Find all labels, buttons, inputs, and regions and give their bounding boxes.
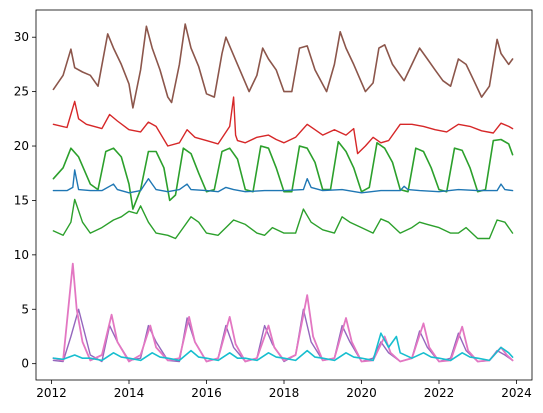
y-tick-label: 25 [14, 85, 29, 99]
y-tick-label: 15 [14, 193, 29, 207]
y-tick-label: 0 [21, 357, 29, 371]
series-line-4 [52, 169, 514, 194]
series-line-2 [52, 96, 514, 155]
y-tick-label: 5 [21, 302, 29, 316]
x-tick-label: 2018 [269, 386, 300, 400]
x-tick-label: 2022 [424, 386, 455, 400]
y-tick-label: 30 [14, 30, 29, 44]
y-tick-label: 10 [14, 248, 29, 262]
axes-frame [35, 9, 533, 381]
y-axis-ticks: 0 5 10 15 20 25 30 [14, 30, 36, 371]
series-line-7 [52, 262, 514, 363]
y-tick-label: 20 [14, 139, 29, 153]
x-tick-label: 2024 [501, 386, 532, 400]
series-line-8 [52, 332, 514, 362]
series-line-5 [52, 198, 514, 240]
series-line-3 [52, 138, 514, 210]
x-tick-label: 2016 [191, 386, 222, 400]
x-tick-label: 2012 [36, 386, 67, 400]
series-line-1 [52, 23, 514, 109]
series-line-6 [52, 308, 514, 363]
x-axis-ticks: 2012 2014 2016 2018 2020 2022 2024 [36, 380, 532, 400]
x-tick-label: 2020 [346, 386, 377, 400]
x-tick-label: 2014 [114, 386, 145, 400]
series-layer [52, 23, 514, 363]
